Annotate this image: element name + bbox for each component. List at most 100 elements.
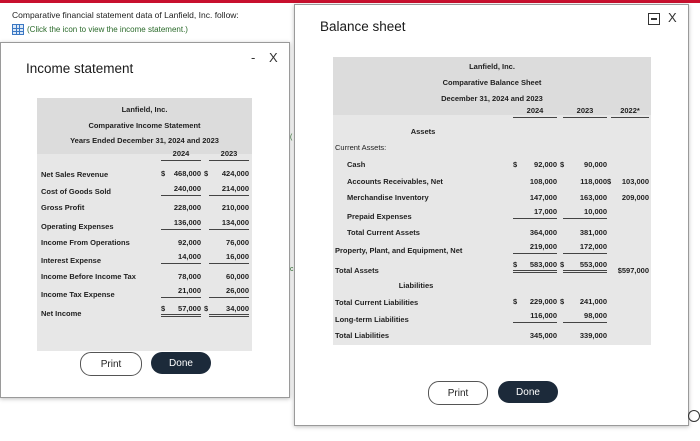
column-2023: 2023 <box>576 106 594 115</box>
window-title: Balance sheet <box>320 19 406 34</box>
value-2024: 108,000 <box>529 177 557 186</box>
value-2023: 16,000 <box>226 252 249 261</box>
value-2023: 163,000 <box>579 193 607 202</box>
row-label: Income Before Income Tax <box>41 272 136 281</box>
done-button[interactable]: Done <box>151 352 211 374</box>
currency-symbol: $ <box>513 297 518 306</box>
table-icon[interactable] <box>12 24 24 35</box>
value-2024: 136,000 <box>173 218 201 227</box>
value-2024: 116,000 <box>530 311 557 320</box>
row-label: Long-term Liabilities <box>335 315 409 324</box>
value-2024: 240,000 <box>173 184 201 193</box>
row-label: Total Liabilities <box>335 331 390 340</box>
income-statement-table: Lanfield, Inc. Comparative Income Statem… <box>37 98 252 351</box>
value-2022: 103,000 <box>621 177 649 186</box>
done-button[interactable]: Done <box>498 381 558 403</box>
value-2023: 381,000 <box>579 228 607 237</box>
assets-heading: Assets <box>410 127 436 136</box>
subtotal-line <box>161 263 201 264</box>
value-2024: 78,000 <box>178 272 201 281</box>
current-assets-label: Current Assets: <box>335 143 387 152</box>
top-accent-bar <box>0 0 700 3</box>
table-header <box>333 57 651 115</box>
question-prompt: Comparative financial statement data of … <box>12 10 239 20</box>
row-label: Total Current Assets <box>347 228 420 237</box>
print-button[interactable]: Print <box>80 352 142 376</box>
value-2022: 209,000 <box>621 193 649 202</box>
row-label: Income From Operations <box>41 238 130 247</box>
subtotal-line <box>209 195 249 196</box>
total-double-line <box>209 314 249 317</box>
row-label: Net Income <box>41 309 82 318</box>
currency-symbol: $ <box>513 260 518 269</box>
clock-icon[interactable] <box>688 410 700 422</box>
header-underline-2022 <box>611 117 649 118</box>
currency-symbol: $ <box>161 304 166 313</box>
value-2023: 210,000 <box>221 203 249 212</box>
row-label: Merchandise Inventory <box>347 193 429 202</box>
subtotal-line <box>209 229 249 230</box>
value-2024: 364,000 <box>529 228 557 237</box>
table-header <box>37 98 252 154</box>
minimize-button[interactable]: - <box>251 50 256 65</box>
header-underline-2023 <box>563 117 607 118</box>
row-label: Gross Profit <box>41 203 85 212</box>
value-2024: 92,000 <box>534 160 557 169</box>
total-double-line <box>563 270 607 273</box>
row-label: Accounts Receivables, Net <box>347 177 443 186</box>
header-underline-2024 <box>161 160 201 161</box>
currency-symbol: $ <box>560 260 565 269</box>
row-label: Interest Expense <box>41 256 102 265</box>
value-2024: 21,000 <box>178 286 201 295</box>
value-2024: 228,000 <box>173 203 201 212</box>
subtotal-line <box>513 218 557 219</box>
company-name: Lanfield, Inc. <box>121 105 168 114</box>
background-mark: ( <box>290 134 293 141</box>
row-label: Cash <box>347 160 366 169</box>
subtotal-line <box>513 322 557 323</box>
close-button[interactable]: X <box>668 10 677 25</box>
column-2023: 2023 <box>220 149 238 158</box>
subtotal-line <box>209 263 249 264</box>
value-2023: 10,000 <box>584 207 607 216</box>
statement-title: Comparative Balance Sheet <box>442 78 542 87</box>
value-2023: 339,000 <box>579 331 607 340</box>
value-2023: 241,000 <box>579 297 607 306</box>
currency-symbol: $ <box>204 304 209 313</box>
value-2023: 134,000 <box>221 218 249 227</box>
value-2023: 60,000 <box>226 272 249 281</box>
value-2024: 219,000 <box>529 242 557 251</box>
link-text[interactable]: (Click the icon to view the income state… <box>27 25 188 34</box>
subtotal-line <box>513 253 557 254</box>
view-income-statement-link[interactable]: (Click the icon to view the income state… <box>12 24 188 35</box>
header-underline-2024 <box>513 117 557 118</box>
header-underline-2023 <box>209 160 249 161</box>
value-2023: 90,000 <box>584 160 607 169</box>
company-name: Lanfield, Inc. <box>469 62 515 71</box>
value-2023: 76,000 <box>226 238 249 247</box>
subtotal-line <box>563 253 607 254</box>
subtotal-line <box>161 229 201 230</box>
row-label: Cost of Goods Sold <box>41 187 111 196</box>
print-button[interactable]: Print <box>428 381 488 405</box>
balance-sheet-window: Balance sheet X Lanfield, Inc. Comparati… <box>294 4 689 426</box>
background-mark: c <box>290 266 294 273</box>
total-double-line <box>161 314 201 317</box>
close-button[interactable]: X <box>269 50 278 65</box>
statement-period: Years Ended December 31, 2024 and 2023 <box>70 136 219 145</box>
value-2023: 172,000 <box>579 242 607 251</box>
value-2024: 147,000 <box>529 193 557 202</box>
statement-title: Comparative Income Statement <box>88 121 201 130</box>
value-2023: 26,000 <box>226 286 249 295</box>
minimize-button[interactable] <box>648 13 660 25</box>
column-2022: 2022* <box>620 106 640 115</box>
row-label: Property, Plant, and Equipment, Net <box>335 246 463 255</box>
total-double-line <box>513 270 557 273</box>
value-2023: 98,000 <box>584 311 607 320</box>
value-2023: 34,000 <box>226 304 249 313</box>
row-label: Total Current Liabilities <box>335 298 419 307</box>
row-label: Operating Expenses <box>41 222 114 231</box>
value-2023: 553,000 <box>579 260 607 269</box>
subtotal-line <box>563 322 607 323</box>
value-2024: 468,000 <box>173 169 201 178</box>
